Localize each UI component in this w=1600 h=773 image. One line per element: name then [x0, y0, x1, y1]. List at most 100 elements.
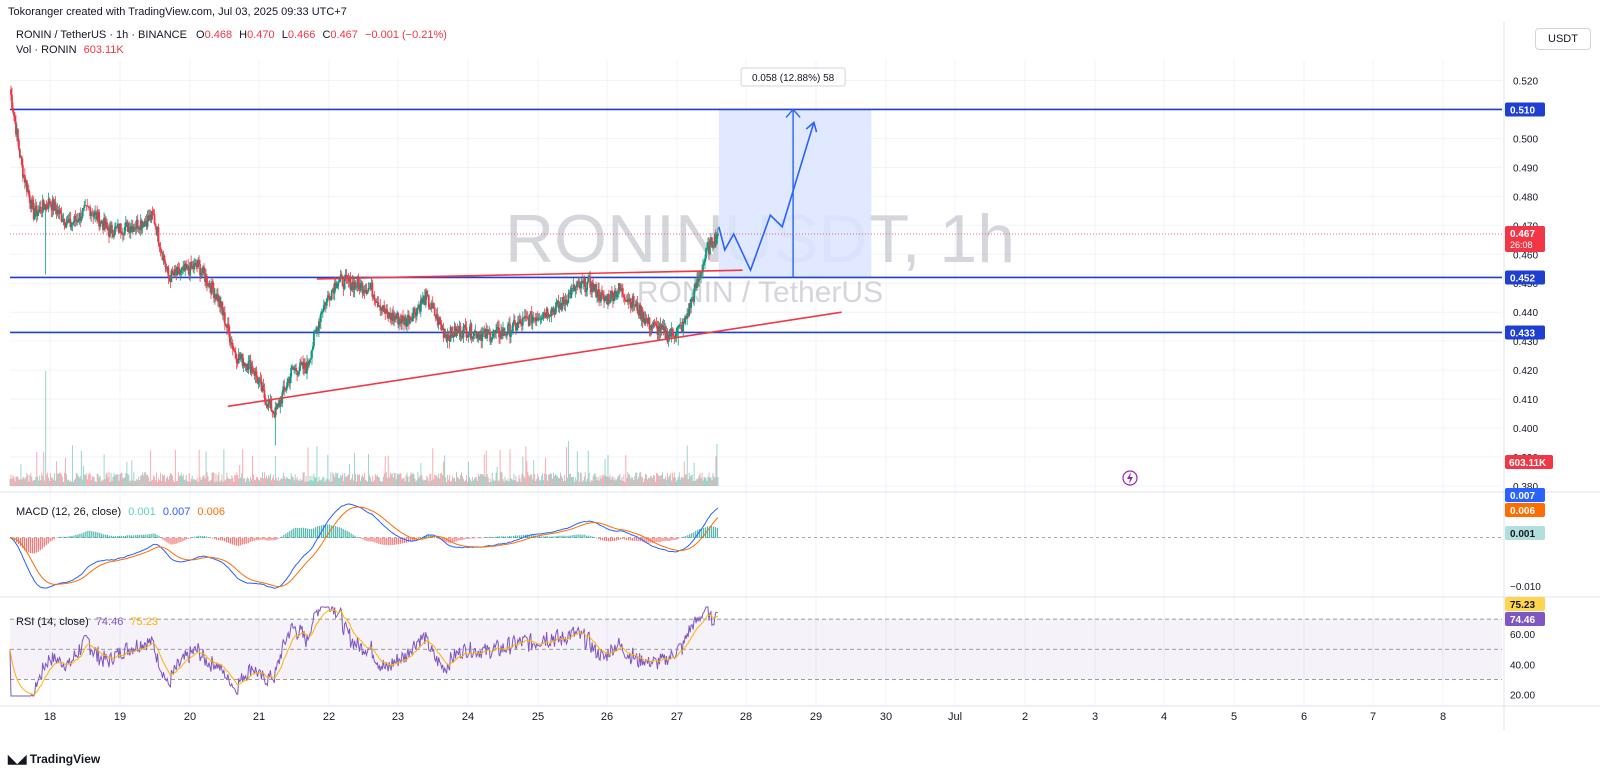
candle-body	[645, 318, 648, 320]
volume-bar	[369, 477, 371, 486]
volume-bar	[196, 477, 198, 486]
volume-bar	[663, 478, 664, 486]
candle-body	[468, 333, 471, 336]
volume-bar	[403, 477, 405, 486]
macd-legend[interactable]: MACD (12, 26, close) 0.001 0.007 0.006	[16, 506, 225, 518]
volume-bar	[355, 473, 357, 486]
volume-bar	[473, 478, 475, 486]
symbol-legend[interactable]: RONIN / TetherUS · 1h · BINANCE O0.468 H…	[16, 29, 447, 41]
candle-body	[51, 199, 54, 211]
macd-hist-bar	[481, 537, 483, 539]
candle-body	[163, 255, 166, 263]
candle-body	[82, 207, 85, 211]
macd-hist-bar	[140, 534, 142, 539]
price-tick-label: 0.520	[1513, 76, 1538, 87]
candle-body	[202, 266, 204, 273]
candle-body	[213, 289, 215, 299]
candle-body	[316, 328, 319, 332]
candle-body	[119, 223, 122, 234]
candle-body	[393, 315, 396, 321]
macd-hist-bar	[49, 537, 51, 542]
volume-bar	[166, 477, 167, 486]
candle-body	[392, 312, 395, 321]
candle-body	[570, 288, 573, 299]
macd-hist-bar	[708, 526, 711, 539]
macd-hist-bar	[710, 525, 713, 539]
volume-bar	[187, 481, 189, 486]
candle-body	[90, 212, 93, 216]
candle-body	[688, 303, 691, 316]
volume-bar	[200, 479, 202, 486]
volume-bar	[272, 474, 274, 486]
candle-body	[320, 312, 323, 314]
candle-body	[426, 295, 429, 297]
volume-bar	[551, 474, 553, 486]
macd-hist-bar	[156, 534, 158, 539]
macd-hist-bar	[97, 532, 99, 539]
candle-body	[40, 211, 43, 213]
candle-body	[47, 198, 50, 209]
candle-body	[154, 224, 157, 227]
macd-hist-bar	[299, 528, 301, 539]
candle-body	[529, 311, 532, 315]
candle-body	[539, 319, 542, 320]
volume-bar	[698, 475, 700, 486]
macd-hist-bar	[29, 537, 31, 554]
volume-bar	[691, 474, 693, 486]
macd-hist-bar	[716, 527, 719, 539]
volume-bar	[169, 472, 171, 486]
candle-body	[409, 317, 411, 324]
volume-bar	[461, 472, 462, 486]
volume-bar	[252, 456, 254, 486]
candle-body	[246, 369, 249, 371]
tradingview-logo[interactable]: ◣◢ TradingView	[8, 752, 100, 766]
volume-bar	[298, 481, 300, 486]
volume-bar	[593, 473, 595, 486]
candle-body	[294, 367, 297, 370]
volume-bar	[692, 481, 694, 486]
volume-bar	[231, 475, 233, 486]
macd-hist-bar	[269, 537, 271, 541]
candle-body	[436, 314, 439, 326]
volume-bar	[451, 480, 453, 486]
macd-hist-bar	[685, 535, 687, 539]
volume-bar	[510, 478, 512, 486]
volume-bar	[131, 460, 133, 486]
candle-body	[247, 361, 250, 370]
volume-bar	[349, 464, 351, 486]
volume-bar	[76, 473, 78, 486]
candle-body	[676, 328, 679, 334]
candle-body	[383, 305, 386, 313]
macd-hist-bar	[643, 537, 645, 543]
macd-hist-bar	[152, 533, 154, 539]
volume-bar	[136, 478, 138, 486]
candle-body	[295, 367, 298, 372]
candle-body	[69, 218, 72, 227]
volume-bar	[61, 474, 62, 486]
volume-bar	[430, 473, 432, 486]
time-tick-label: 24	[462, 711, 474, 723]
rsi-legend[interactable]: RSI (14, close) 74.46 75.23	[16, 616, 158, 628]
candle-body	[423, 296, 426, 305]
candle-body	[547, 315, 550, 317]
candle-body	[97, 211, 100, 221]
candle-body	[256, 377, 259, 384]
volume-bar	[592, 475, 594, 486]
volume-bar	[364, 472, 365, 486]
candle-body	[712, 246, 715, 248]
volume-bar	[629, 475, 631, 486]
macd-hist-bar	[342, 528, 344, 539]
volume-bar	[313, 473, 315, 486]
volume-bar	[301, 479, 303, 486]
volume-legend[interactable]: Vol · RONIN 603.11K	[16, 44, 124, 56]
price-tick-label: 0.480	[1513, 192, 1538, 203]
candle-body	[94, 212, 97, 216]
currency-button[interactable]: USDT	[1535, 28, 1591, 50]
candle-body	[549, 315, 552, 316]
candle-body	[477, 333, 480, 337]
candle-body	[512, 323, 514, 332]
candle-body	[603, 295, 605, 302]
volume-bar	[250, 476, 252, 486]
volume-bar	[64, 472, 65, 486]
